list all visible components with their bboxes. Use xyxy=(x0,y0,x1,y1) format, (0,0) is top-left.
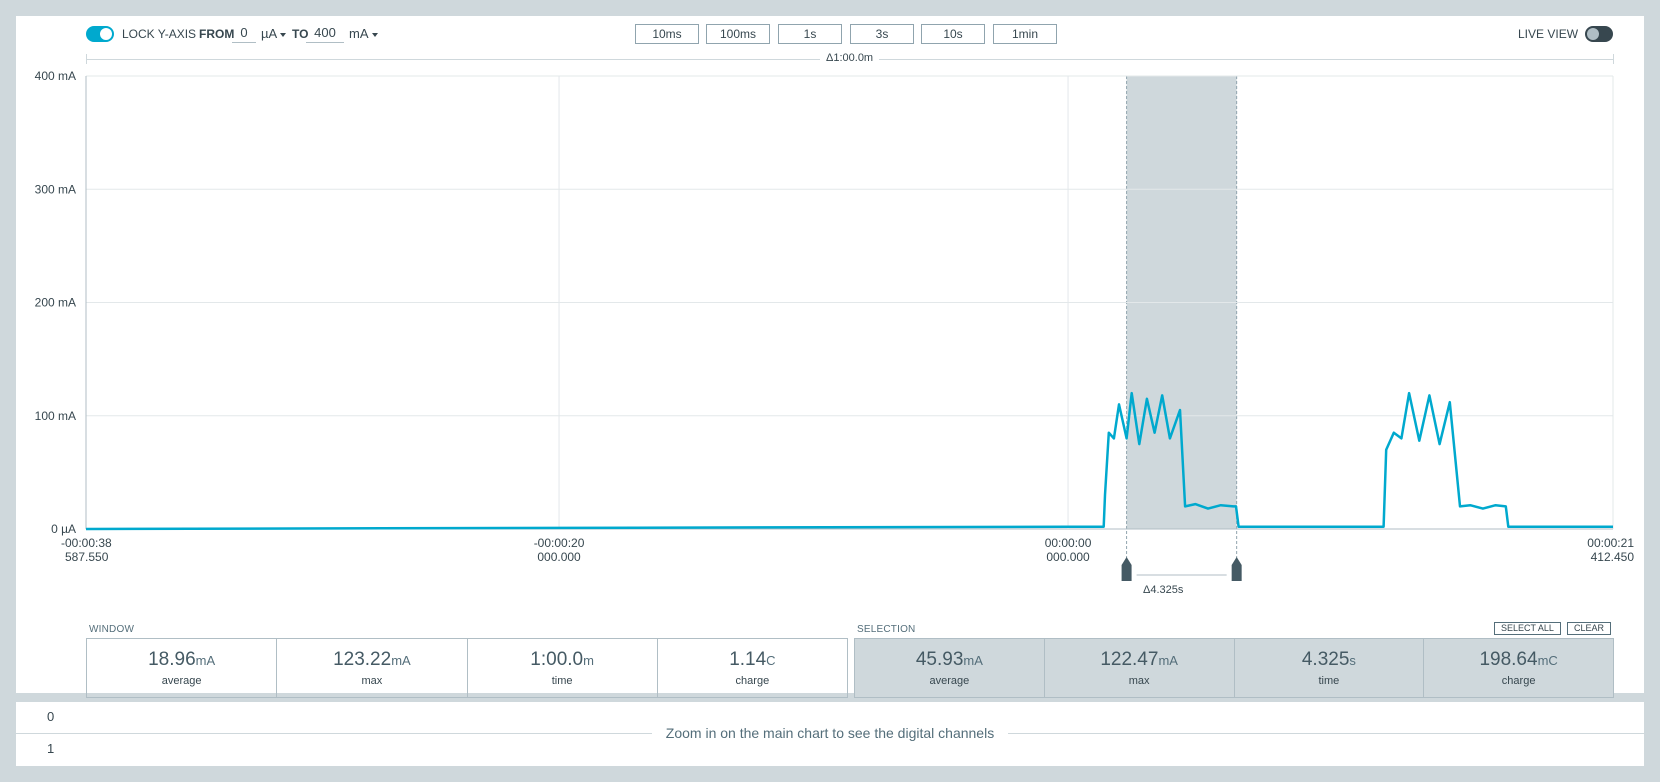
select-all-button[interactable]: SELECT ALL xyxy=(1494,622,1561,635)
selection-max: 122.47mA max xyxy=(1045,639,1235,697)
window-charge: 1.14C charge xyxy=(658,639,847,697)
clear-selection-button[interactable]: CLEAR xyxy=(1567,622,1612,635)
y-axis: 400 mA 300 mA 200 mA 100 mA 0 µA xyxy=(35,69,76,536)
stat-value: 198.64 xyxy=(1479,649,1538,670)
live-view-label: LIVE VIEW xyxy=(1518,27,1579,41)
x-tick-ms: 412.450 xyxy=(1591,550,1635,564)
stat-value: 45.93 xyxy=(915,649,964,670)
selection-markers xyxy=(1121,557,1242,581)
trace-layer xyxy=(85,391,1613,531)
y-from-unit-dropdown[interactable]: µA xyxy=(261,26,287,41)
selection-delta-label: Δ4.325s xyxy=(1139,584,1188,596)
window-max: 123.22mA max xyxy=(277,639,468,697)
stat-name: max xyxy=(361,675,383,687)
stat-name: average xyxy=(161,675,202,687)
digital-channel-0-label: 0 xyxy=(47,709,55,724)
toggle-knob xyxy=(100,28,112,40)
lock-y-axis-toggle[interactable] xyxy=(86,26,114,42)
window-1s-button[interactable]: 1s xyxy=(778,24,842,44)
current-chart[interactable]: 400 mA 300 mA 200 mA 100 mA 0 µA -00:00:3858… xyxy=(16,16,1644,616)
current-trace xyxy=(85,391,1613,531)
window-1min-button[interactable]: 1min xyxy=(993,24,1057,44)
stat-value: 123.22 xyxy=(333,649,392,670)
stat-value: 122.47 xyxy=(1100,649,1159,670)
selection-charge: 198.64mC charge xyxy=(1424,639,1613,697)
selection-stats: 45.93mA average 122.47mA max 4.325s time… xyxy=(854,638,1614,698)
stat-value: 4.325 xyxy=(1301,649,1350,670)
window-range-tick-left xyxy=(86,54,87,64)
stat-unit: mA xyxy=(195,653,216,668)
y-to-unit: mA xyxy=(349,26,369,41)
y-tick-label: 0 µA xyxy=(51,522,76,536)
y-tick-label: 100 mA xyxy=(35,409,76,423)
stat-name: time xyxy=(1318,675,1340,687)
selection-handle-icon[interactable] xyxy=(1231,557,1242,581)
x-tick-time: 00:00:21 xyxy=(1587,536,1634,550)
toggle-knob xyxy=(1587,28,1599,40)
lock-y-axis-label: LOCK Y-AXIS xyxy=(122,27,197,41)
chevron-down-icon xyxy=(371,32,378,37)
stat-unit: mA xyxy=(1158,653,1178,668)
chevron-down-icon xyxy=(280,32,287,37)
window-range-tick-right xyxy=(1613,54,1614,64)
stat-unit: C xyxy=(766,653,776,668)
x-tick-time: -00:00:20 xyxy=(534,536,585,550)
stat-name: charge xyxy=(1501,675,1536,687)
digital-channels-message: Zoom in on the main chart to see the dig… xyxy=(16,725,1644,741)
selection-handle-icon[interactable] xyxy=(1121,557,1132,581)
window-100ms-button[interactable]: 100ms xyxy=(706,24,770,44)
stat-unit: mC xyxy=(1537,653,1558,668)
window-stats-label: WINDOW xyxy=(89,624,135,635)
live-view-toggle[interactable] xyxy=(1585,26,1613,42)
selection-time: 4.325s time xyxy=(1235,639,1425,697)
selection-stats-label: SELECTION xyxy=(857,624,916,635)
stat-name: max xyxy=(1128,675,1150,687)
x-tick-ms: 000.000 xyxy=(537,550,581,564)
stat-unit: m xyxy=(583,653,594,668)
to-label: TO xyxy=(292,27,309,41)
y-to-input[interactable]: 400 xyxy=(306,24,344,43)
y-from-input[interactable]: 0 xyxy=(232,24,256,43)
stat-unit: s xyxy=(1349,653,1356,668)
window-10ms-button[interactable]: 10ms xyxy=(635,24,699,44)
selection-overlay xyxy=(1126,76,1238,569)
x-tick-time: -00:00:38 xyxy=(61,536,112,550)
from-label: FROM xyxy=(199,27,235,41)
chart-grid xyxy=(85,75,1614,530)
x-tick-ms: 587.550 xyxy=(65,550,109,564)
stat-value: 1:00.0 xyxy=(530,649,584,670)
stat-value: 1.14 xyxy=(729,649,767,670)
stat-name: time xyxy=(551,675,573,687)
digital-message-text: Zoom in on the main chart to see the dig… xyxy=(651,725,1009,741)
digital-channels-panel: 0 1 Zoom in on the main chart to see the… xyxy=(16,702,1644,766)
stat-unit: mA xyxy=(963,653,983,668)
main-chart-panel: LOCK Y-AXIS FROM 0 µA TO 400 mA 10ms 100… xyxy=(16,16,1644,698)
x-tick-time: 00:00:00 xyxy=(1045,536,1092,550)
stat-name: average xyxy=(929,675,970,687)
x-axis: -00:00:38587.550-00:00:20000.00000:00:00… xyxy=(61,536,1634,564)
x-tick-ms: 000.000 xyxy=(1046,550,1090,564)
window-stats: 18.96mA average 123.22mA max 1:00.0m tim… xyxy=(86,638,848,698)
stat-value: 18.96 xyxy=(148,649,196,670)
selection-average: 45.93mA average xyxy=(855,639,1045,697)
y-to-unit-dropdown[interactable]: mA xyxy=(349,26,378,41)
y-tick-label: 200 mA xyxy=(35,296,76,310)
stat-unit: mA xyxy=(391,653,411,668)
window-10s-button[interactable]: 10s xyxy=(921,24,985,44)
window-average: 18.96mA average xyxy=(87,639,278,697)
window-time: 1:00.0m time xyxy=(468,639,658,697)
window-3s-button[interactable]: 3s xyxy=(850,24,914,44)
stat-name: charge xyxy=(735,675,770,687)
y-tick-label: 400 mA xyxy=(35,69,76,83)
digital-channel-1-label: 1 xyxy=(47,741,55,756)
window-delta-label: Δ1:00.0m xyxy=(820,52,880,64)
y-from-unit: µA xyxy=(261,26,278,41)
y-tick-label: 300 mA xyxy=(35,182,76,196)
